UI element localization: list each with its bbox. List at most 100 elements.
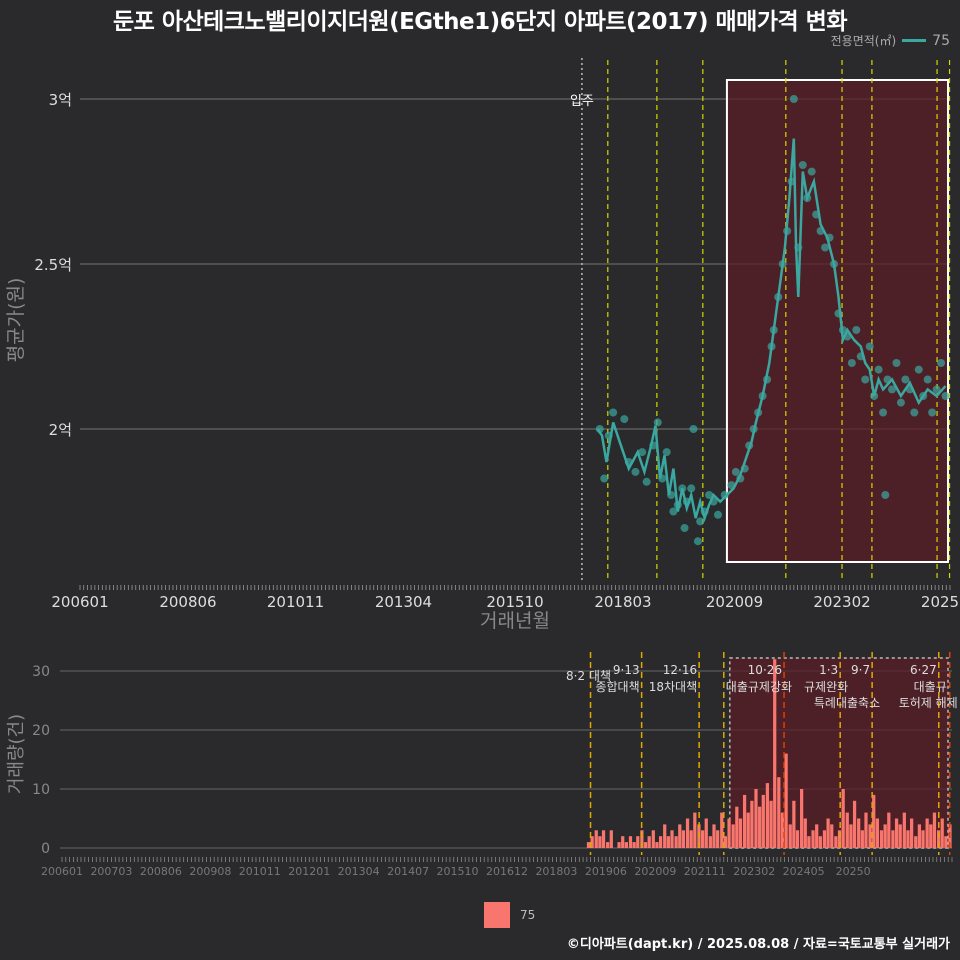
volume-bar [598, 836, 602, 848]
policy-name-label: 대출규제강화 [726, 680, 792, 694]
price-point [874, 365, 883, 374]
volume-x-tick-label: 202302 [733, 865, 775, 878]
price-point [910, 408, 919, 417]
volume-bar [643, 842, 648, 848]
volume-bar [887, 812, 891, 848]
price-point [847, 359, 856, 367]
price-point [653, 418, 662, 427]
volume-x-tick-label: 202111 [684, 865, 726, 878]
volume-bar [617, 842, 621, 848]
volume-bar [910, 818, 914, 848]
volume-bar [811, 830, 815, 848]
volume-x-tick-label: 200908 [189, 865, 231, 878]
volume-bar [879, 830, 884, 848]
volume-x-tick-label: 201803 [535, 865, 577, 878]
policy-name-label: 규제완화 [804, 680, 848, 694]
volume-x-tick-label: 201612 [486, 865, 528, 878]
volume-bar [621, 836, 625, 848]
price-point [609, 408, 618, 417]
volume-bar [720, 812, 724, 848]
policy-date-label: 9·13 [613, 663, 640, 677]
volume-bar [769, 800, 773, 848]
price-x-axis-title: 거래년월 [480, 610, 550, 632]
volume-bar [837, 830, 842, 848]
price-point [923, 375, 932, 384]
volume-bar [917, 824, 922, 848]
price-point [731, 467, 740, 476]
price-point [881, 491, 890, 499]
policy-name-label: 18차대책 [649, 679, 697, 694]
price-point [879, 408, 888, 417]
volume-bar [716, 830, 720, 848]
volume-bar [929, 824, 933, 848]
volume-bar [936, 830, 941, 848]
volume-bar [731, 824, 735, 848]
volume-bar [914, 836, 918, 848]
volume-bar [830, 824, 834, 848]
policy-date-label: 1·3 [819, 663, 838, 677]
volume-bar [663, 824, 667, 848]
volume-bar [632, 842, 636, 848]
volume-bar [902, 812, 906, 848]
volume-bar [868, 824, 872, 848]
volume-x-tick-label: 202009 [634, 865, 676, 878]
volume-x-tick-label: 201906 [585, 865, 627, 878]
source-credit: ©디아파트(dapt.kr) / 2025.08.08 / 자료=국토교통부 실… [566, 937, 950, 952]
volume-bar [594, 830, 598, 848]
policy-name-label: 토허제 해제 [899, 696, 958, 710]
volume-x-tick-label: 200601 [41, 865, 83, 878]
move-in-label: 입주 [570, 94, 594, 109]
price-point [687, 484, 696, 493]
volume-bar [852, 800, 857, 848]
volume-y-tick-label: 20 [32, 723, 50, 739]
volume-bar [925, 818, 929, 848]
price-point [861, 375, 870, 384]
volume-bar [921, 830, 925, 848]
volume-bar [586, 842, 591, 848]
chart-title: 둔포 아산테크노밸리이지더원(EGthe1)6단지 아파트(2017) 매매가격… [113, 9, 848, 35]
legend-line-swatch [902, 39, 927, 42]
volume-bar [746, 812, 750, 848]
price-point [696, 517, 705, 526]
price-x-tick-label: 2025 [921, 593, 959, 611]
volume-bar [658, 836, 663, 848]
volume-bar [601, 830, 606, 848]
volume-x-tick-label: 201510 [437, 865, 479, 878]
volume-bar [685, 818, 690, 848]
volume-bar [750, 800, 754, 848]
volume-bar [738, 818, 743, 848]
volume-bar [666, 836, 670, 848]
price-y-tick-label: 3억 [49, 91, 72, 109]
price-x-tick-label: 202302 [813, 593, 870, 611]
price-point [689, 425, 698, 433]
volume-bar [723, 836, 728, 848]
volume-bar [834, 836, 838, 848]
volume-bar [590, 836, 594, 848]
price-point [662, 448, 671, 457]
volume-bar [944, 836, 948, 848]
volume-bar [670, 830, 674, 848]
price-point [901, 375, 910, 384]
volume-bar [841, 789, 845, 848]
price-point [600, 474, 609, 483]
volume-bar [640, 830, 644, 848]
volume-y-tick-label: 30 [32, 664, 50, 680]
volume-bar [932, 812, 937, 848]
policy-name-label: 대출규 [914, 680, 947, 694]
volume-bar [875, 818, 880, 848]
volume-bar [780, 812, 785, 848]
volume-bar [609, 830, 613, 848]
price-x-tick-label: 200601 [51, 593, 108, 611]
volume-bar [727, 818, 731, 848]
price-point [789, 95, 798, 103]
volume-x-tick-label: 20250 [836, 865, 871, 878]
policy-date-label: 9·7 [851, 663, 870, 677]
volume-bar [761, 794, 765, 848]
price-trend-line [596, 138, 947, 523]
volume-bar [636, 836, 640, 848]
volume-bar [849, 824, 853, 848]
policy-date-label: 12·16 [663, 663, 697, 677]
volume-y-axis-title: 거래량(건) [6, 714, 27, 794]
volume-bar [940, 818, 944, 848]
